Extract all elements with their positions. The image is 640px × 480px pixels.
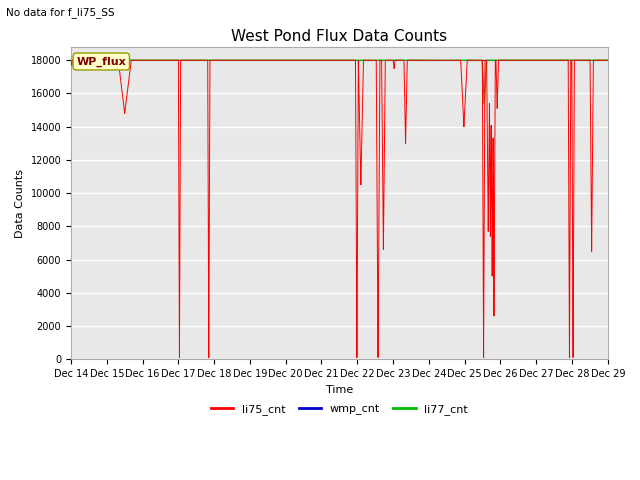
Text: WP_flux: WP_flux	[76, 57, 126, 67]
Text: No data for f_li75_SS: No data for f_li75_SS	[6, 7, 115, 18]
Title: West Pond Flux Data Counts: West Pond Flux Data Counts	[231, 29, 447, 44]
Y-axis label: Data Counts: Data Counts	[15, 168, 25, 238]
X-axis label: Time: Time	[326, 384, 353, 395]
Legend: li75_cnt, wmp_cnt, li77_cnt: li75_cnt, wmp_cnt, li77_cnt	[206, 399, 473, 420]
